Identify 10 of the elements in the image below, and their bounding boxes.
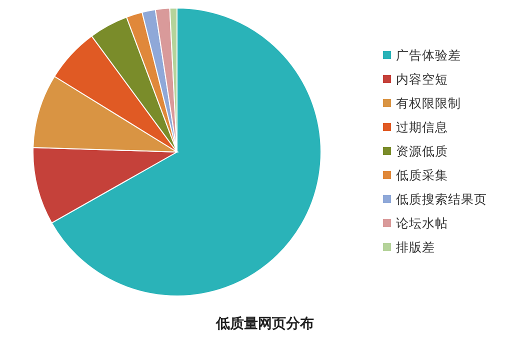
- text: 低质量网页分布: [215, 315, 314, 331]
- legend-label: 低质搜索结果页: [396, 192, 487, 206]
- legend-label: 论坛水帖: [396, 216, 448, 230]
- legend-label: 低质采集: [396, 168, 448, 182]
- legend-label: 有权限限制: [396, 96, 461, 110]
- legend-label: 广告体验差: [396, 48, 461, 62]
- legend-label: 资源低质: [396, 144, 448, 158]
- legend-label: 内容空短: [396, 72, 448, 86]
- legend-label: 排版差: [396, 240, 435, 254]
- legend-label: 过期信息: [396, 120, 448, 134]
